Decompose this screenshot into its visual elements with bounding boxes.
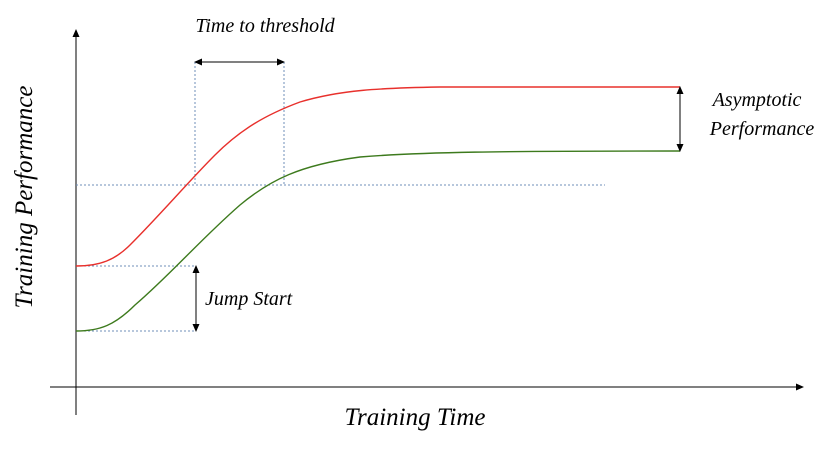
guide-lines bbox=[76, 62, 605, 332]
y-axis-title: Training Performance bbox=[11, 86, 38, 309]
time-to-threshold-label: Time to threshold bbox=[195, 15, 335, 37]
asymptotic-label-line2: Performance bbox=[709, 118, 815, 140]
x-axis-title: Training Time bbox=[344, 404, 485, 431]
baseline-curve bbox=[75, 150, 681, 332]
asymptotic-label-line1: Asymptotic bbox=[711, 89, 802, 111]
jump-start-label: Jump Start bbox=[205, 288, 293, 310]
transfer-curve bbox=[75, 86, 680, 267]
